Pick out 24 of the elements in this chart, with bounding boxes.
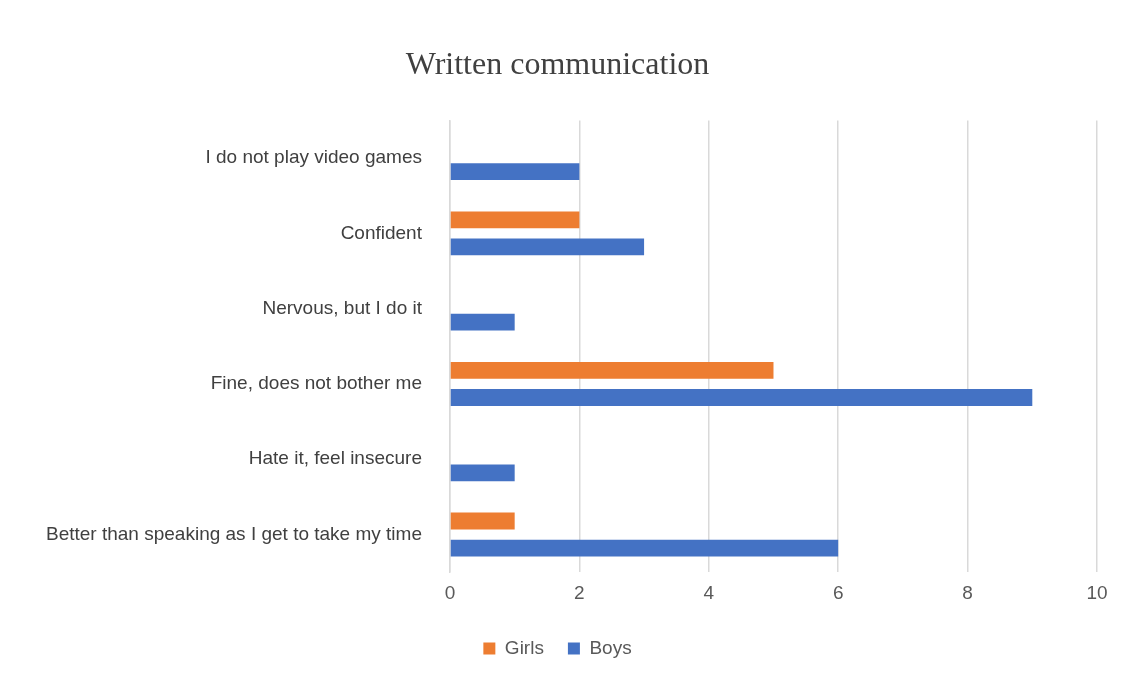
bar xyxy=(450,313,515,331)
legend-label: Boys xyxy=(589,636,632,658)
x-tick-label: 4 xyxy=(703,581,715,603)
y-tick-label: Nervous, but I do it xyxy=(262,296,423,318)
legend-label: Girls xyxy=(504,636,544,658)
y-tick-label: Fine, does not bother me xyxy=(210,372,422,394)
y-tick-label: Better than speaking as I get to take my time xyxy=(45,522,422,544)
bar xyxy=(450,389,1033,406)
y-tick-label: Hate it, feel insecure xyxy=(248,447,422,469)
bar xyxy=(450,163,580,181)
bar xyxy=(450,361,774,379)
bar xyxy=(450,512,515,530)
bar xyxy=(450,238,645,256)
x-tick-label: 8 xyxy=(962,581,973,603)
y-tick-label: Confident xyxy=(340,221,423,243)
x-tick-label: 6 xyxy=(832,581,844,603)
x-tick-label: 2 xyxy=(574,581,585,603)
x-tick-label: 0 xyxy=(444,581,456,603)
y-tick-label: I do not play video games xyxy=(205,146,422,168)
bar xyxy=(450,464,515,482)
bar xyxy=(450,539,839,557)
chart-title: Written communication xyxy=(405,44,710,81)
x-tick-label: 10 xyxy=(1086,581,1108,603)
bar xyxy=(450,211,580,229)
